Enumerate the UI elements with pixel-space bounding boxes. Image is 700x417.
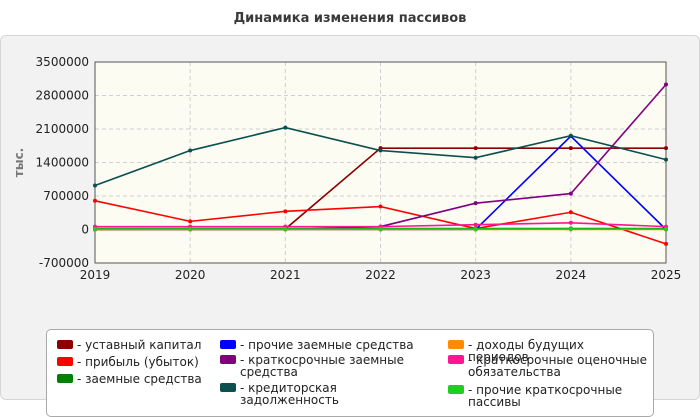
legend-label: - заемные средства bbox=[77, 372, 202, 386]
legend-item: - прочие краткосрочные пассивы bbox=[448, 384, 648, 408]
legend-swatch bbox=[57, 357, 73, 366]
x-tick-label: 2021 bbox=[270, 268, 301, 282]
data-point bbox=[568, 146, 573, 151]
legend-label: - доходы будущих периодов bbox=[468, 338, 584, 364]
data-point bbox=[473, 201, 478, 206]
data-point bbox=[93, 198, 97, 203]
legend-item: - прибыль (убыток) bbox=[57, 356, 212, 368]
legend-swatch bbox=[448, 340, 464, 349]
data-point bbox=[473, 155, 478, 160]
data-point bbox=[378, 148, 383, 153]
legend-item: - краткосрочные заемные средства bbox=[220, 354, 435, 378]
series-6 bbox=[93, 125, 668, 188]
legend-swatch bbox=[57, 340, 73, 349]
x-tick-label: 2019 bbox=[80, 268, 111, 282]
series-9 bbox=[93, 227, 668, 232]
legend-label: - прочие заемные средства bbox=[240, 338, 414, 352]
legend-label: - краткосрочные заемные средства bbox=[240, 353, 404, 379]
y-tick-label: 0 bbox=[81, 223, 89, 237]
y-tick-label: 2100000 bbox=[36, 122, 89, 136]
data-point bbox=[188, 227, 193, 232]
legend-label: - краткосрочные оценочные обязательства bbox=[468, 353, 647, 379]
legend-item: - заемные средства bbox=[57, 373, 212, 385]
legend-label: - прочие краткосрочные пассивы bbox=[468, 383, 623, 409]
chart-title: Динамика изменения пассивов bbox=[233, 11, 467, 26]
data-point bbox=[473, 222, 478, 227]
x-tick-label: 2023 bbox=[460, 268, 491, 282]
legend: - уставный капитал - прибыль (убыток) - за… bbox=[46, 329, 654, 417]
data-point bbox=[188, 219, 193, 224]
legend-swatch bbox=[448, 385, 464, 394]
data-point bbox=[473, 227, 478, 232]
data-point bbox=[664, 241, 668, 246]
x-tick-label: 2022 bbox=[365, 268, 396, 282]
y-tick-label: 3500000 bbox=[36, 55, 89, 69]
legend-item: - кредиторская задолженность bbox=[220, 382, 435, 406]
plot-frame bbox=[94, 61, 667, 264]
legend-label: - уставный капитал bbox=[77, 338, 202, 352]
x-tick-label: 2025 bbox=[651, 268, 682, 282]
data-point bbox=[568, 220, 573, 225]
legend-swatch bbox=[220, 340, 236, 349]
legend-label: - кредиторская задолженность bbox=[240, 381, 339, 407]
data-point bbox=[188, 148, 193, 153]
chart-plot: -700000 0 700000 1400000 2100000 2800000 35000… bbox=[12, 55, 682, 282]
series-layer bbox=[93, 82, 668, 246]
legend-item: - уставный капитал bbox=[57, 339, 212, 351]
legend-swatch bbox=[220, 383, 236, 392]
data-point bbox=[93, 227, 97, 232]
legend-item: - краткосрочные оценочные обязательства bbox=[448, 354, 648, 378]
data-point bbox=[568, 133, 573, 138]
data-point bbox=[664, 227, 668, 232]
legend-swatch bbox=[57, 374, 73, 383]
x-tick-label: 2024 bbox=[556, 268, 587, 282]
legend-item: - прочие заемные средства bbox=[220, 339, 435, 351]
data-point bbox=[568, 191, 573, 196]
data-point bbox=[283, 125, 288, 130]
y-tick-label: 1400000 bbox=[36, 156, 89, 170]
axes: -700000 0 700000 1400000 2100000 2800000 35000… bbox=[36, 55, 682, 282]
data-point bbox=[568, 210, 573, 215]
data-point bbox=[283, 227, 288, 232]
data-point bbox=[378, 227, 383, 232]
data-point bbox=[664, 157, 668, 162]
y-tick-label: 700000 bbox=[43, 189, 89, 203]
chart-panel: -700000 0 700000 1400000 2100000 2800000 35000… bbox=[0, 35, 700, 417]
data-point bbox=[283, 209, 288, 214]
grid bbox=[95, 62, 666, 263]
x-tick-label: 2020 bbox=[175, 268, 206, 282]
legend-swatch bbox=[448, 355, 464, 364]
legend-label: - прибыль (убыток) bbox=[77, 355, 199, 369]
legend-swatch bbox=[220, 355, 236, 364]
data-point bbox=[473, 146, 478, 151]
legend-item: - доходы будущих периодов bbox=[448, 339, 648, 363]
data-point bbox=[568, 227, 573, 232]
data-point bbox=[664, 146, 668, 151]
data-point bbox=[93, 183, 97, 188]
y-axis-label: тыс. bbox=[12, 148, 26, 177]
y-tick-label: 2800000 bbox=[36, 89, 89, 103]
data-point bbox=[664, 82, 668, 87]
y-tick-label: -700000 bbox=[39, 256, 89, 270]
data-point bbox=[378, 204, 383, 209]
